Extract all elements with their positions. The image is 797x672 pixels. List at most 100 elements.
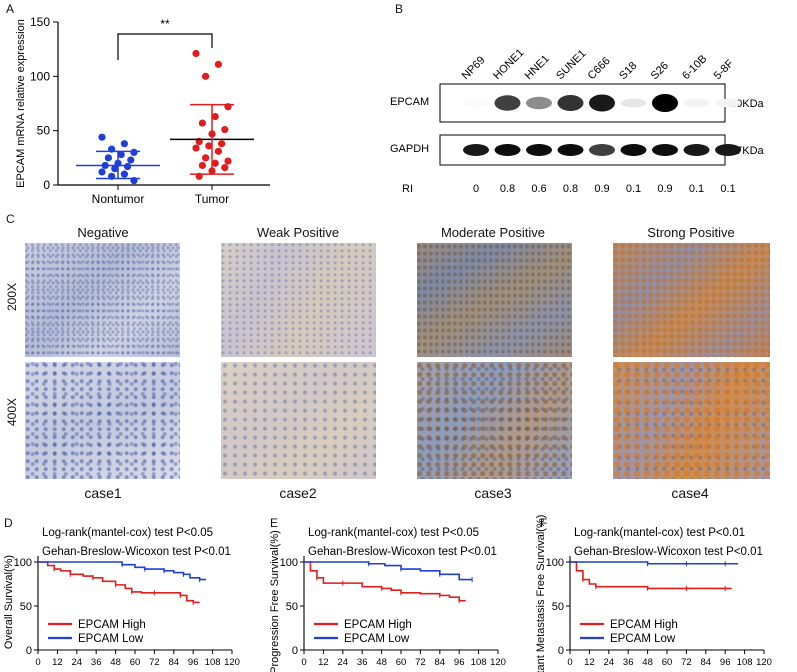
x-tick-label: 48 (110, 657, 121, 668)
data-point (120, 140, 128, 148)
data-point (221, 164, 229, 172)
blot-band (589, 144, 615, 156)
ihc-col-title-3: Moderate Positive (440, 225, 546, 240)
ihc-image-negative-400x (25, 362, 180, 479)
ihc-case-label-2: case2 (279, 485, 317, 501)
data-point (98, 133, 106, 141)
y-axis-label: Progression Free Survival(%) (269, 530, 281, 672)
x-tick-label: 0 (567, 657, 572, 668)
ihc-image-strong-400x (613, 362, 770, 479)
stat-annotation: Log-rank(mantel-cox) test P<0.05 (308, 527, 479, 539)
blot-band (620, 98, 647, 108)
ri-value: 0.8 (563, 183, 578, 195)
lane-label: NP69 (460, 54, 488, 82)
y-tick-label: 0 (26, 645, 32, 657)
x-tick-label: 120 (490, 657, 506, 668)
blot-band (620, 144, 647, 156)
data-point (205, 142, 213, 150)
data-point (198, 161, 206, 170)
y-tick-label: 100 (14, 557, 32, 569)
km-curve (38, 561, 200, 604)
x-tick-label: 96 (454, 657, 465, 668)
data-point (211, 112, 219, 121)
panel-label-d: D (4, 516, 13, 530)
km-curve (304, 561, 473, 581)
lane-label: S18 (617, 60, 639, 82)
data-point (211, 159, 219, 167)
legend-label: EPCAM Low (344, 633, 410, 645)
ihc-case-label-3: case3 (474, 485, 512, 501)
chart-e: 0 50 100 0 12 24 36 48 60 72 84 96 108 120 Progression… (269, 527, 506, 672)
blot-band (526, 144, 552, 156)
data-point (192, 49, 200, 58)
x-tick-label: 96 (720, 657, 731, 668)
x-tick-label: 48 (376, 657, 387, 668)
ihc-image-moderate-200x (417, 243, 572, 357)
panel-label-e: E (270, 516, 279, 530)
chart-d: 0 50 100 0 12 24 36 48 60 72 84 96 108 120 Overall Sur… (3, 527, 240, 668)
lane-label: 5-8F (712, 57, 737, 82)
x-tick-label: 36 (623, 657, 634, 668)
significance-label: ** (160, 17, 170, 31)
ri-value: 0.9 (594, 183, 609, 195)
x-tick-label: 108 (205, 657, 221, 668)
x-tick-label: 0 (35, 657, 40, 668)
lane-label: S26 (649, 60, 671, 82)
data-point (202, 154, 210, 162)
y-tick-label: 0 (43, 178, 50, 192)
y-tick-label: 100 (280, 557, 298, 569)
blot-band (683, 144, 710, 156)
y-axis-label: Overall Survival(%) (3, 555, 15, 649)
stat-annotation: Log-rank(mantel-cox) test P<0.01 (574, 527, 745, 539)
x-tick-label: Tumor (195, 192, 229, 206)
ri-value: 0.6 (531, 183, 546, 195)
ihc-image-negative-200x (25, 243, 180, 357)
ri-value: 0.1 (626, 183, 641, 195)
legend-label: EPCAM High (344, 619, 412, 631)
y-tick-label: 0 (292, 645, 298, 657)
legend-label: EPCAM Low (610, 633, 676, 645)
panel-label-f: F (540, 516, 548, 530)
ihc-row-label-400x: 400X (5, 397, 20, 427)
x-tick-label: 108 (471, 657, 487, 668)
ri-value: 0.8 (500, 183, 515, 195)
x-tick-label: 60 (396, 657, 407, 668)
data-point (221, 125, 229, 134)
panel-label-a: A (6, 2, 15, 16)
ihc-image-moderate-400x (417, 362, 572, 479)
stat-annotation: Gehan-Breslow-Wicoxon test P<0.01 (308, 546, 497, 558)
x-tick-label: 84 (435, 657, 446, 668)
ri-value: 0.1 (720, 183, 735, 195)
ihc-col-title-4: Strong Positive (647, 225, 735, 240)
legend-label: EPCAM High (610, 619, 678, 631)
blot-band (557, 144, 584, 156)
data-point (214, 60, 222, 68)
data-point (202, 72, 210, 80)
x-tick-label: 84 (701, 657, 712, 668)
lane-label: HNE1 (523, 53, 552, 82)
x-tick-label: 84 (169, 657, 180, 668)
y-tick-label: 100 (30, 69, 50, 83)
x-tick-label: 24 (604, 657, 615, 668)
legend-label: EPCAM Low (78, 633, 144, 645)
x-tick-label: 120 (756, 657, 772, 668)
y-tick-label: 50 (37, 124, 51, 138)
y-axis-label: Distant Metastasis Free Survival(%) (535, 515, 547, 672)
x-tick-label: 60 (662, 657, 673, 668)
blot-row-label: EPCAM (390, 96, 429, 108)
panel-label-b: B (395, 2, 404, 16)
legend-label: EPCAM High (78, 619, 146, 631)
lane-label: HONE1 (491, 47, 526, 82)
y-tick-label: 50 (286, 601, 298, 613)
ri-value: 0.1 (689, 183, 704, 195)
blot-band (683, 98, 710, 108)
y-tick-label: 50 (552, 601, 564, 613)
x-tick-label: 36 (91, 657, 102, 668)
blot-band (557, 95, 584, 111)
ihc-col-title-2: Weak Positive (256, 225, 340, 240)
ihc-case-label-1: case1 (84, 485, 122, 501)
km-curve (570, 561, 739, 565)
ihc-case-label-4: case4 (671, 485, 709, 501)
lane-label: SUNE1 (554, 48, 588, 82)
